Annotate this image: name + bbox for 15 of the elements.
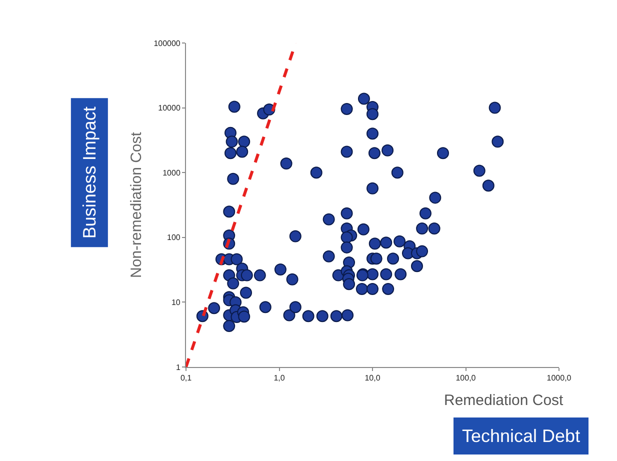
y-tick-label: 10	[171, 298, 181, 307]
text: Technical Debt	[462, 426, 580, 446]
x-tick-label: 10,0	[364, 374, 381, 383]
y-tick-label: 100	[167, 233, 181, 242]
text: Business Impact	[79, 106, 100, 239]
y-tick-label: 100000	[154, 38, 181, 48]
x-tick-label: 0,1	[180, 374, 192, 383]
x-axis-title: Remediation Cost	[444, 392, 564, 409]
y-tick-label: 1	[176, 362, 181, 372]
y-axis-title: Non-remediation Cost	[128, 131, 145, 278]
y-tick-label: 10000	[158, 104, 181, 113]
x-tick-label: 100,0	[456, 374, 476, 383]
x-tick-label: 1000,0	[546, 374, 572, 383]
y-tick-label: 1000	[162, 168, 181, 178]
x-tick-label: 1,0	[274, 374, 286, 383]
